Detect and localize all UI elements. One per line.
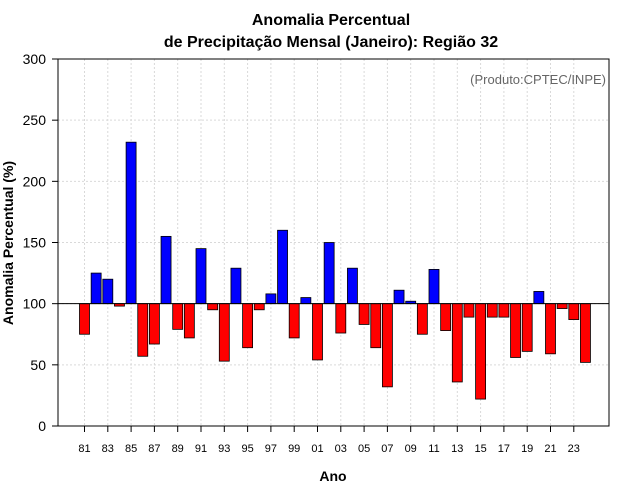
- x-tick-label: 99: [288, 443, 300, 455]
- bar-07: [381, 303, 393, 388]
- bar-94: [230, 267, 242, 305]
- x-tick-label: 01: [311, 443, 323, 455]
- x-tick-label: 85: [125, 443, 137, 455]
- bar-91: [195, 248, 207, 305]
- x-tick-label: 17: [498, 443, 510, 455]
- bar-11: [428, 269, 440, 305]
- y-axis: 0 50 100 150 200 250 300: [23, 51, 58, 434]
- bar-22: [556, 303, 568, 309]
- bar-98: [277, 229, 288, 305]
- y-tick-label: 250: [23, 112, 47, 128]
- x-tick-label: 07: [381, 443, 393, 455]
- bar-95: [242, 303, 254, 349]
- bar-92: [207, 303, 219, 311]
- x-tick-label: 81: [78, 443, 90, 455]
- x-tick-label: 03: [335, 443, 347, 455]
- x-tick-label: 09: [405, 443, 417, 455]
- bar-24: [580, 303, 591, 363]
- x-axis: 81 83 85 87 89 91 93 95 97 99 01 03 05 07 09 11 13 15 17 19…: [78, 426, 580, 455]
- bar-89: [172, 303, 184, 330]
- x-tick-label: 15: [474, 443, 486, 455]
- bar-03: [335, 303, 347, 334]
- y-axis-label: Anomalia Percentual (%): [0, 161, 16, 325]
- bars: [79, 141, 591, 400]
- bar-20: [533, 291, 545, 305]
- bar-12: [440, 303, 452, 331]
- y-tick-label: 150: [23, 235, 47, 251]
- bar-99: [288, 303, 300, 339]
- bar-08: [393, 289, 405, 305]
- bar-83: [102, 278, 114, 305]
- x-tick-label: 95: [241, 443, 253, 455]
- bar-88: [160, 235, 172, 305]
- chart-title-line2: de Precipitação Mensal (Janeiro): Região…: [164, 34, 498, 51]
- bar-00: [300, 297, 312, 305]
- bar-16: [486, 303, 498, 318]
- x-tick-label: 93: [218, 443, 230, 455]
- bar-05: [358, 303, 370, 325]
- x-tick-label: 97: [265, 443, 277, 455]
- bar-97: [265, 293, 277, 305]
- bar-23: [568, 303, 580, 320]
- bar-21: [545, 303, 556, 355]
- bar-10: [416, 303, 428, 335]
- bar-01: [312, 303, 323, 361]
- x-tick-label: 87: [148, 443, 160, 455]
- bar-15: [475, 303, 487, 400]
- y-tick-label: 200: [23, 173, 47, 189]
- bar-81: [79, 303, 90, 335]
- x-tick-label: 19: [521, 443, 533, 455]
- y-tick-label: 100: [23, 296, 47, 312]
- credit-label: (Produto:CPTEC/INPE): [470, 72, 606, 87]
- bar-87: [148, 303, 160, 345]
- x-axis-label: Ano: [319, 468, 346, 484]
- x-tick-label: 11: [428, 443, 439, 455]
- bar-02: [323, 242, 335, 305]
- y-tick-label: 300: [23, 51, 47, 67]
- bar-96: [253, 303, 265, 311]
- x-tick-label: 23: [568, 443, 580, 455]
- bar-85: [125, 141, 137, 305]
- bar-18: [510, 303, 521, 358]
- bar-13: [451, 303, 463, 383]
- bar-06: [370, 303, 382, 349]
- bar-14: [463, 303, 475, 318]
- x-tick-label: 21: [544, 443, 556, 455]
- x-tick-label: 91: [195, 443, 207, 455]
- bar-82: [90, 272, 102, 305]
- x-tick-label: 89: [172, 443, 184, 455]
- y-tick-label: 50: [30, 357, 46, 373]
- x-tick-label: 83: [102, 443, 114, 455]
- y-tick-label: 0: [38, 418, 46, 434]
- bar-04: [347, 267, 358, 305]
- bar-19: [521, 303, 533, 352]
- bar-90: [183, 303, 195, 339]
- bar-17: [498, 303, 510, 318]
- x-tick-label: 05: [358, 443, 370, 455]
- x-tick-label: 13: [451, 443, 463, 455]
- bar-93: [218, 303, 230, 362]
- bar-86: [137, 303, 149, 357]
- chart-title-line1: Anomalia Percentual: [252, 12, 410, 29]
